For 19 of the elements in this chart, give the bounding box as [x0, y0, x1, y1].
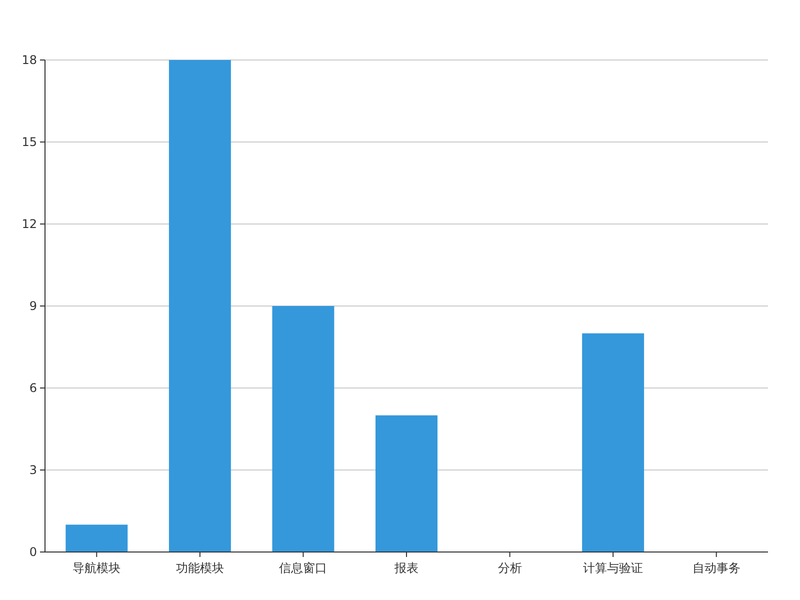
x-tick-label: 计算与验证: [583, 561, 644, 575]
y-tick-label: 6: [29, 381, 37, 396]
bar: [168, 60, 231, 552]
y-tick-label: 0: [29, 545, 37, 560]
x-tick-label: 自动事务: [692, 561, 740, 575]
bar: [582, 333, 644, 552]
y-tick-label: 3: [29, 463, 37, 478]
x-tick-label: 分析: [498, 561, 522, 575]
x-tick-label: 功能模块: [176, 561, 224, 575]
x-tick-label: 信息窗口: [279, 561, 328, 575]
bar: [376, 415, 438, 552]
y-tick-label: 9: [29, 299, 37, 314]
y-tick-label: 15: [22, 135, 37, 150]
bar: [272, 306, 334, 552]
x-tick-label: 导航模块: [72, 561, 121, 575]
x-tick-label: 报表: [394, 561, 418, 575]
bar: [66, 524, 128, 552]
y-tick-label: 12: [22, 217, 37, 232]
y-tick-label: 18: [22, 53, 37, 68]
